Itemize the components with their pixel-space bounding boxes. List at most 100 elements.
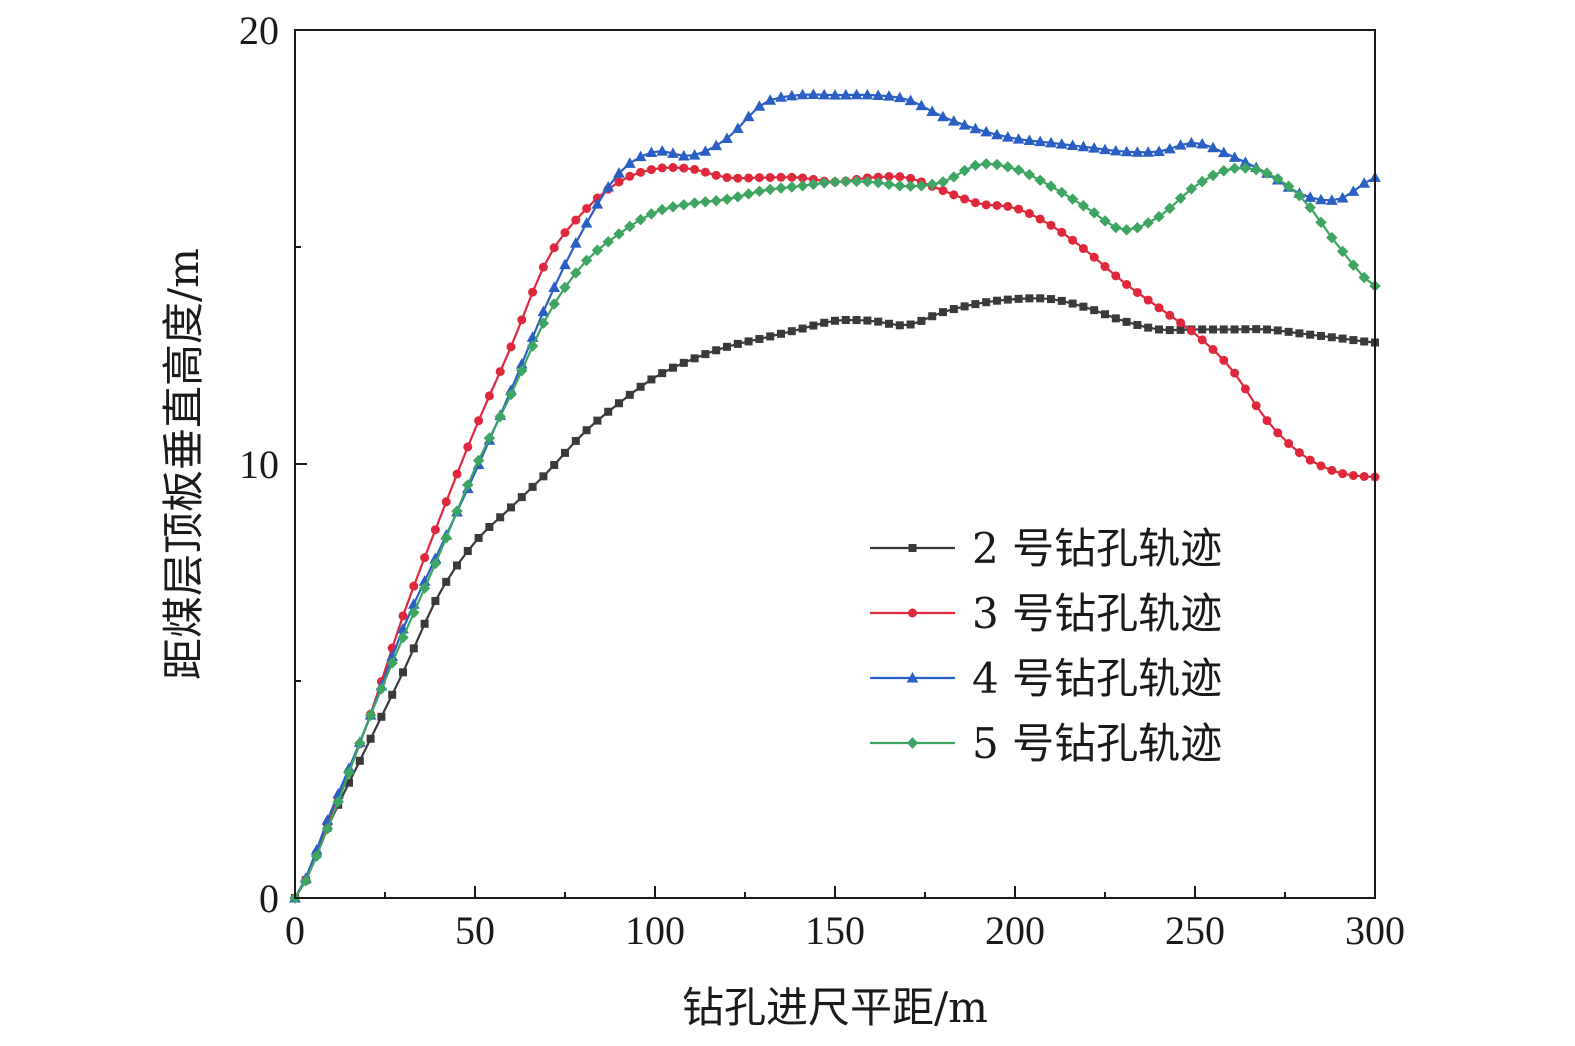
data-point <box>938 186 948 196</box>
data-point <box>764 183 776 196</box>
data-point <box>958 164 971 177</box>
data-point <box>1012 133 1025 144</box>
data-point <box>1014 204 1024 214</box>
data-point <box>926 178 938 191</box>
data-point <box>775 91 787 102</box>
data-point <box>1252 325 1261 334</box>
data-point <box>960 302 969 311</box>
legend-entry: 5 号钻孔轨迹 <box>870 719 1222 768</box>
data-point <box>1186 326 1196 336</box>
data-point <box>850 175 863 188</box>
data-point <box>991 158 1003 171</box>
data-point <box>388 690 397 699</box>
data-point <box>742 188 755 200</box>
data-point <box>517 315 527 325</box>
data-point <box>733 339 742 348</box>
x-tick-label: 100 <box>625 908 685 953</box>
data-point <box>970 198 980 208</box>
y-tick-label: 0 <box>259 876 279 921</box>
x-tick-label: 150 <box>805 908 865 953</box>
data-point <box>539 472 548 481</box>
data-point <box>1304 191 1317 202</box>
data-point <box>667 147 679 158</box>
legend-swatch-marker <box>908 544 917 552</box>
data-point <box>722 173 732 183</box>
data-point <box>785 89 798 101</box>
data-point <box>538 262 548 272</box>
data-point <box>1012 164 1025 176</box>
data-point <box>1284 439 1294 449</box>
data-point <box>820 318 829 327</box>
data-point <box>1099 143 1111 155</box>
data-point <box>1131 222 1144 234</box>
data-point <box>731 122 744 134</box>
data-point <box>321 823 334 835</box>
data-point <box>1003 201 1013 211</box>
data-point <box>1111 314 1120 323</box>
data-point <box>386 657 398 669</box>
data-point <box>409 644 418 653</box>
legend-swatch-marker <box>906 671 919 683</box>
data-point <box>397 631 409 644</box>
data-point <box>831 316 839 325</box>
data-point <box>526 340 539 352</box>
data-point <box>742 110 755 122</box>
data-point <box>1089 252 1099 262</box>
data-point <box>537 317 550 329</box>
data-point <box>474 533 483 542</box>
data-point <box>1197 335 1207 345</box>
data-point <box>1273 326 1282 335</box>
data-point <box>1176 325 1185 334</box>
data-point <box>474 416 484 426</box>
data-point <box>1358 177 1371 188</box>
data-point <box>1185 183 1198 195</box>
data-point <box>1045 136 1057 148</box>
data-point <box>1120 145 1133 157</box>
data-point <box>1088 207 1100 219</box>
data-point <box>398 611 408 621</box>
data-point <box>1088 142 1101 153</box>
data-point <box>1261 167 1273 179</box>
data-point <box>1122 279 1132 289</box>
data-point <box>818 177 830 189</box>
data-point <box>569 237 582 248</box>
data-point <box>1003 295 1012 304</box>
data-point <box>463 547 472 556</box>
data-point <box>1325 194 1338 205</box>
data-point <box>1056 186 1068 199</box>
data-point <box>1327 333 1336 342</box>
data-point <box>1338 334 1347 343</box>
data-point <box>1315 216 1327 229</box>
data-point <box>915 180 928 192</box>
data-point <box>1111 271 1121 281</box>
data-point <box>1219 325 1228 334</box>
data-point <box>1090 306 1099 315</box>
data-point <box>623 157 636 168</box>
data-point <box>420 553 430 563</box>
data-point <box>712 346 721 355</box>
data-point <box>548 298 560 310</box>
data-point <box>711 170 721 180</box>
data-point <box>582 203 592 213</box>
data-point <box>1317 331 1325 340</box>
data-point <box>1078 244 1088 254</box>
data-point <box>960 194 970 204</box>
data-point <box>1099 215 1111 227</box>
data-point <box>1272 173 1284 185</box>
data-point <box>829 176 841 188</box>
data-point <box>721 132 733 143</box>
data-point <box>1176 318 1186 328</box>
data-point <box>1165 310 1175 320</box>
data-point <box>1046 220 1056 230</box>
data-point <box>1045 180 1057 192</box>
data-point <box>982 298 991 307</box>
data-point <box>895 321 904 330</box>
x-tick-label: 0 <box>285 908 305 953</box>
data-point <box>300 875 312 887</box>
data-point <box>1025 294 1034 303</box>
data-point <box>1359 471 1369 481</box>
data-point <box>906 320 915 329</box>
legend-label: 2 号钻孔轨迹 <box>972 524 1222 573</box>
data-point <box>399 668 407 677</box>
data-point <box>343 766 355 779</box>
